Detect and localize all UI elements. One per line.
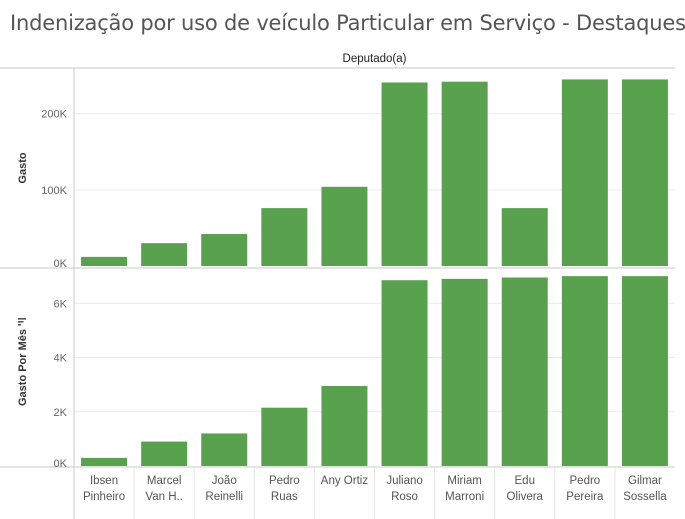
bar: [141, 243, 188, 266]
chart-title: Indenização por uso de veículo Particula…: [10, 11, 685, 35]
x-tick-label: Gilmar Sossella: [623, 475, 667, 503]
y-tick-label: 200K: [41, 109, 67, 121]
bar: [81, 457, 128, 466]
bar: [561, 276, 608, 466]
bar: [621, 79, 668, 266]
bar: [261, 407, 308, 466]
bar: [501, 208, 548, 266]
bar: [621, 276, 668, 466]
y-tick-label: 100K: [41, 185, 67, 197]
y-tick-label: 0K: [54, 458, 68, 470]
x-tick-label: Ibsen Pinheiro: [83, 475, 125, 503]
bar: [561, 79, 608, 266]
sort-icon: [18, 318, 26, 326]
bar: [381, 82, 428, 266]
x-tick-label: Pedro Pereira: [566, 475, 604, 503]
bar: [441, 278, 488, 466]
bars-layer: [81, 79, 668, 466]
frame-layer: [0, 67, 675, 519]
bar: [321, 186, 368, 266]
bar: [441, 81, 488, 266]
x-tick-label: Juliano Roso: [386, 475, 422, 503]
bar: [201, 234, 248, 266]
x-tick-label: Edu Olivera: [507, 475, 544, 503]
y-tick-label: 2K: [54, 407, 68, 419]
bar: [381, 280, 428, 466]
y-tick-label: 0K: [54, 258, 68, 270]
bar: [501, 277, 548, 466]
bar: [261, 208, 308, 266]
y-axis-title: Gasto: [17, 152, 29, 183]
x-tick-label: Pedro Ruas: [269, 475, 300, 503]
y-tick-label: 4K: [54, 353, 68, 365]
column-header: Deputado(a): [343, 53, 407, 65]
bar: [201, 433, 248, 466]
bar: [321, 385, 368, 466]
y-axis-title: Gasto Por Mês: [17, 329, 29, 406]
x-tick-label: Miriam Marroni: [445, 475, 484, 503]
labels-layer: Deputado(a) 0K 100K 200K Gasto 0K 2K 4K 6K Gasto …: [17, 53, 667, 503]
x-tick-label: João Reinelli: [205, 475, 243, 503]
x-tick-label: Marcel Van H..: [145, 475, 183, 503]
bar: [81, 256, 128, 266]
bar: [141, 441, 188, 466]
y-tick-label: 6K: [54, 298, 68, 310]
x-tick-label: Any Ortiz: [321, 475, 369, 487]
